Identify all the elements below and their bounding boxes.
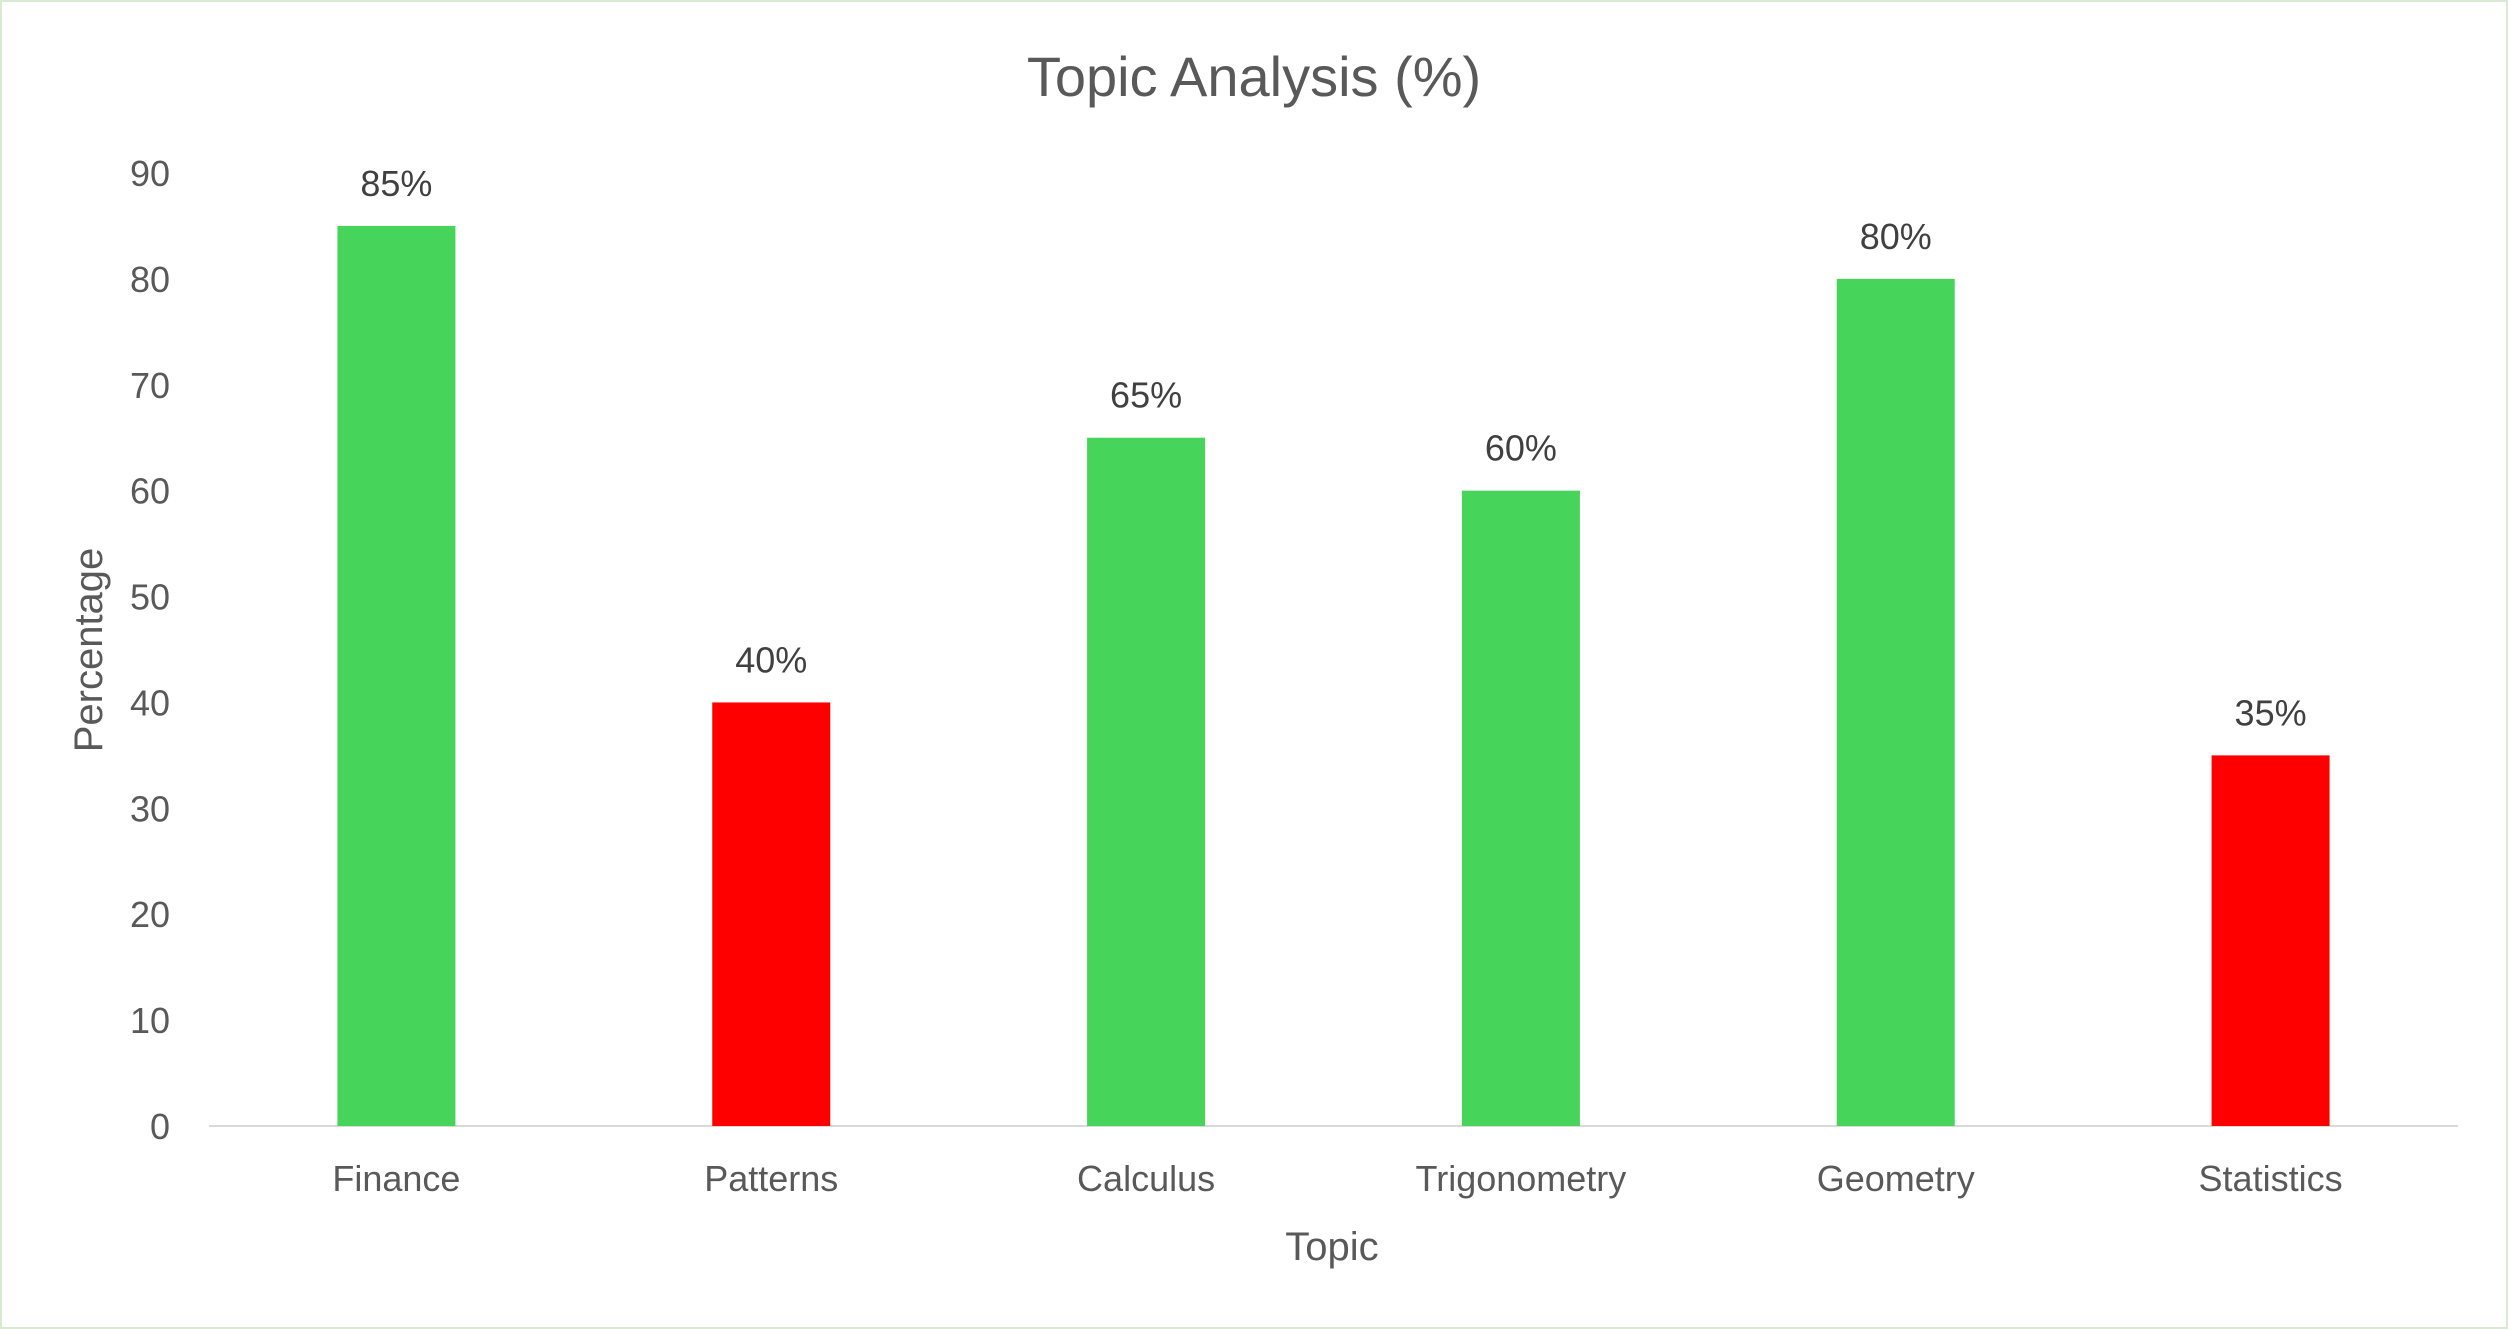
x-axis-categories: Finance Patterns Calculus Trigonometry Geome… bbox=[332, 1158, 2342, 1199]
x-category-label: Patterns bbox=[704, 1158, 838, 1199]
y-tick-label: 10 bbox=[130, 1000, 170, 1041]
bar-data-label: 80% bbox=[1860, 216, 1932, 257]
y-axis-title: Percentage bbox=[67, 548, 111, 753]
y-tick-label: 30 bbox=[130, 788, 170, 829]
bar-data-label: 65% bbox=[1110, 375, 1182, 416]
x-category-label: Calculus bbox=[1077, 1158, 1215, 1199]
y-tick-label: 20 bbox=[130, 894, 170, 935]
y-tick-label: 50 bbox=[130, 577, 170, 618]
x-category-label: Trigonometry bbox=[1416, 1158, 1627, 1199]
bar-data-label: 40% bbox=[735, 639, 807, 680]
y-tick-label: 90 bbox=[130, 153, 170, 194]
x-category-label: Geometry bbox=[1817, 1158, 1975, 1199]
bar-data-label: 85% bbox=[360, 163, 432, 204]
y-axis-ticks: 0 10 20 30 40 50 60 70 80 90 bbox=[130, 153, 170, 1147]
bar bbox=[2211, 755, 2330, 1126]
bar bbox=[712, 702, 831, 1126]
x-category-label: Finance bbox=[332, 1158, 460, 1199]
bar-data-label: 35% bbox=[2235, 692, 2307, 733]
x-axis-title: Topic bbox=[1285, 1225, 1378, 1269]
y-tick-label: 70 bbox=[130, 365, 170, 406]
bar-data-label: 60% bbox=[1485, 428, 1557, 469]
chart-title: Topic Analysis (%) bbox=[1027, 45, 1481, 108]
x-category-label: Statistics bbox=[2199, 1158, 2343, 1199]
bars bbox=[337, 225, 2330, 1127]
bar bbox=[1461, 490, 1580, 1127]
bar-data-labels: 85% 40% 65% 60% 80% 35% bbox=[360, 163, 2306, 733]
y-tick-label: 0 bbox=[150, 1106, 170, 1147]
bar bbox=[337, 225, 456, 1126]
bar bbox=[1836, 278, 1955, 1126]
bar bbox=[1087, 437, 1206, 1126]
y-tick-label: 40 bbox=[130, 682, 170, 723]
y-tick-label: 60 bbox=[130, 471, 170, 512]
y-tick-label: 80 bbox=[130, 259, 170, 300]
